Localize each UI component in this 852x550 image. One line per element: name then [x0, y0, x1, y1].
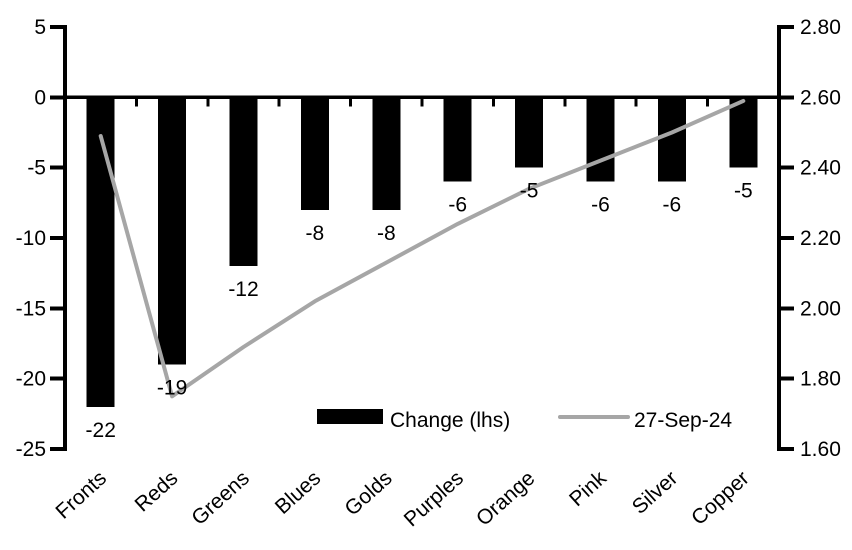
right-axis-tick-label: 1.80 — [800, 368, 841, 391]
legend-label-change-lhs: Change (lhs) — [390, 409, 510, 432]
bar-data-label: -22 — [86, 419, 116, 442]
right-axis-tick-label: 2.40 — [800, 157, 841, 180]
bar-fronts — [86, 97, 115, 407]
category-label-reds: Reds — [131, 467, 183, 517]
category-label-pink: Pink — [565, 466, 611, 511]
left-axis-tick-label: -10 — [16, 227, 46, 250]
left-axis-tick-label: 0 — [34, 86, 46, 109]
bar-silver — [657, 97, 686, 182]
bar-golds — [372, 97, 401, 210]
left-axis-tick-label: -5 — [27, 157, 46, 180]
left-axis-tick-label: -20 — [16, 368, 46, 391]
legend-bar-swatch — [317, 409, 383, 424]
line-series — [98, 98, 746, 399]
legend-label-date: 27-Sep-24 — [634, 409, 732, 432]
category-label-fronts: Fronts — [51, 467, 111, 524]
bar-data-label: -12 — [228, 278, 258, 301]
right-axis-tick-label: 2.20 — [800, 227, 841, 250]
category-label-orange: Orange — [472, 467, 539, 531]
bar-greens — [229, 97, 258, 267]
bar-orange — [515, 97, 544, 168]
bar-blues — [300, 97, 329, 210]
bar-data-label: -8 — [306, 222, 325, 245]
bar-data-label: -6 — [663, 194, 682, 217]
bar-data-label: -5 — [734, 180, 753, 203]
bar-reds — [158, 97, 187, 365]
right-axis-tick-label: 2.00 — [800, 297, 841, 320]
right-axis-tick-label: 2.80 — [800, 16, 841, 39]
category-label-copper: Copper — [687, 467, 754, 530]
category-label-greens: Greens — [187, 467, 254, 530]
bar-data-label: -5 — [520, 180, 539, 203]
category-label-purples: Purples — [400, 467, 468, 532]
bar-data-label: -19 — [157, 377, 187, 400]
right-axis-tick-label: 1.60 — [800, 438, 841, 461]
bar-copper — [729, 97, 758, 168]
bar-pink — [586, 97, 615, 182]
category-label-silver: Silver — [628, 467, 682, 519]
category-label-blues: Blues — [271, 467, 325, 519]
left-axis-tick-label: -25 — [16, 438, 46, 461]
left-axis-tick-label: -15 — [16, 297, 46, 320]
right-axis-tick-label: 2.60 — [800, 86, 841, 109]
left-axis-tick-label: 5 — [34, 16, 46, 39]
bar-data-label: -6 — [448, 194, 467, 217]
bar-purples — [443, 97, 472, 182]
bar-data-label: -6 — [591, 194, 610, 217]
bar-data-label: -8 — [377, 222, 396, 245]
category-label-golds: Golds — [340, 467, 396, 521]
